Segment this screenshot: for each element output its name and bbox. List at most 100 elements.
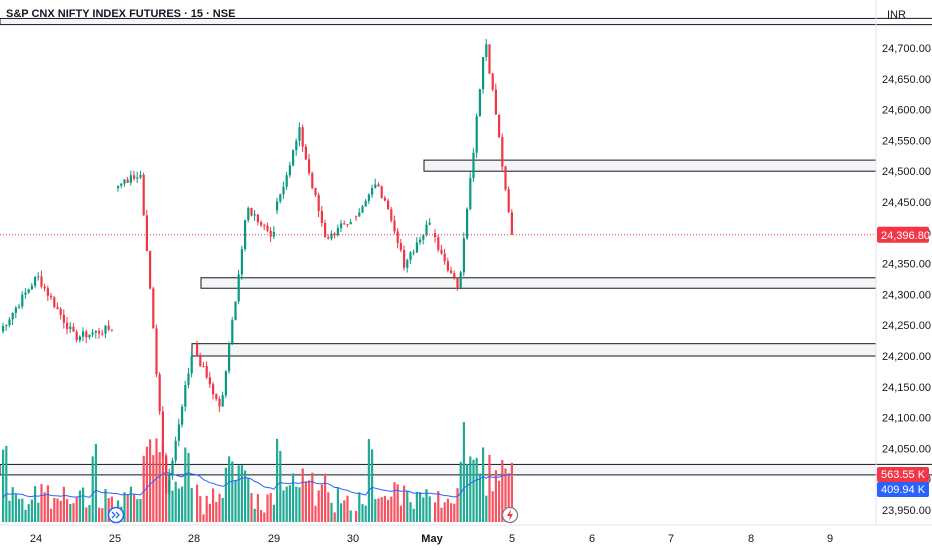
volume-average-value: 409.94 K (881, 484, 926, 496)
candle (184, 380, 187, 412)
volume-bar (403, 485, 406, 522)
volume-bar (380, 497, 383, 522)
volume-bar (485, 495, 488, 522)
volume-bar (446, 498, 449, 522)
candle (393, 215, 396, 235)
volume-bar (5, 445, 8, 522)
candle (456, 276, 459, 291)
candle (371, 184, 374, 199)
candle (510, 209, 513, 235)
volume-bar (152, 455, 155, 522)
candle (469, 172, 472, 211)
candle (218, 396, 221, 412)
volume-last-value: 563.55 K (881, 469, 926, 481)
volume-bar (422, 497, 425, 522)
volume-bar (228, 456, 231, 522)
volume-bar (247, 478, 250, 522)
candle (8, 317, 11, 328)
candle (488, 44, 491, 74)
candle (374, 178, 377, 189)
price-tick-label: 24,200.00 (882, 351, 931, 363)
candle (78, 335, 81, 343)
volume-bar (336, 488, 339, 522)
candle (380, 185, 383, 199)
candle (72, 323, 75, 332)
candle (361, 204, 364, 214)
volume-bar (136, 499, 139, 522)
volume-bar (393, 482, 396, 522)
candle (240, 245, 243, 280)
volume-bar (171, 490, 174, 522)
candle (507, 186, 510, 213)
volume-bar (415, 492, 418, 522)
dividends-icon[interactable] (107, 506, 125, 524)
candle (56, 302, 59, 310)
candle (50, 293, 53, 301)
volume-bar (123, 492, 126, 522)
volume-bar (355, 510, 358, 522)
volume-bar (59, 500, 62, 522)
candle (504, 165, 507, 192)
candle (224, 370, 227, 399)
price-tick-label: 24,250.00 (882, 320, 931, 332)
volume-bar (202, 514, 205, 522)
candle (409, 251, 412, 265)
volume-bar (507, 473, 510, 522)
volume-bar (482, 447, 485, 522)
volume-bar (304, 481, 307, 522)
volume-bar (462, 422, 465, 522)
last-price-value: 24,396.80 (881, 230, 930, 242)
candle (501, 133, 504, 171)
candle (324, 219, 327, 238)
candle (250, 207, 253, 217)
volume-bar (11, 487, 14, 522)
volume-bar (308, 480, 311, 522)
volume-bar (498, 480, 501, 522)
candle (228, 341, 231, 374)
volume-bar (126, 494, 129, 522)
candlesticks (2, 38, 513, 498)
volume-bar (488, 454, 491, 522)
candle (295, 138, 298, 156)
volume-bar (53, 497, 56, 522)
volume-bar (301, 468, 304, 522)
volume-bar (85, 507, 88, 522)
candle (437, 234, 440, 253)
candle (263, 223, 266, 231)
time-tick-label: 8 (748, 533, 754, 545)
earnings-flash-icon[interactable] (501, 506, 519, 524)
time-axis[interactable]: 24 25 28 29 30 May 5 6 7 8 9 (30, 533, 833, 545)
volume-bar (43, 492, 46, 522)
price-tick-label: 24,350.00 (882, 259, 931, 271)
candle (387, 198, 390, 210)
volume-bar (40, 484, 43, 522)
volume-average-label: 409.94 K (877, 482, 929, 497)
candle (237, 269, 240, 305)
volume-bar (260, 510, 263, 522)
volume-bar (139, 498, 142, 522)
volume-bar (371, 449, 374, 522)
volume-bar (453, 503, 456, 522)
candle (298, 122, 301, 147)
price-tick-label: 24,650.00 (882, 74, 931, 86)
volume-bar (184, 447, 187, 522)
candle (133, 170, 136, 181)
volume-bar (177, 488, 180, 522)
candle (285, 171, 288, 190)
volume-bar (343, 500, 346, 522)
volume-bar (419, 492, 422, 522)
volume-bar (412, 508, 415, 522)
time-tick-label: 6 (589, 533, 595, 545)
volume-bar (333, 512, 336, 522)
volume-bar (320, 484, 323, 522)
candle (174, 436, 177, 464)
candle (205, 361, 208, 380)
volume-bar (107, 498, 110, 522)
volume-bar (199, 496, 202, 522)
candle (330, 230, 333, 241)
candle (320, 205, 323, 227)
currency-label[interactable]: INR (887, 9, 906, 21)
candle (443, 248, 446, 265)
volume-bar (501, 460, 504, 522)
